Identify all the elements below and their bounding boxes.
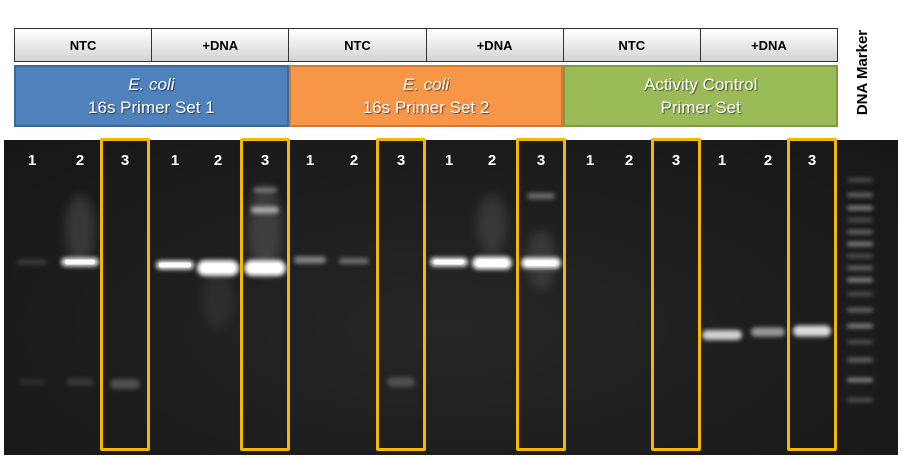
gel-band — [339, 258, 369, 264]
lane-number: 2 — [75, 152, 85, 169]
primer-set-2-name: 16s Primer Set 2 — [362, 98, 490, 117]
gel-band — [793, 325, 831, 337]
marker-band — [847, 242, 873, 246]
condition-ntc-2: NTC — [288, 28, 426, 62]
gel-band — [159, 262, 191, 268]
condition-ntc-1: NTC — [14, 28, 152, 62]
lane-number: 1 — [170, 152, 180, 169]
dna-marker-label: DNA Marker — [854, 29, 872, 115]
marker-band — [847, 254, 873, 258]
condition-ntc-3: NTC — [562, 28, 700, 62]
condition-header-row: NTC +DNA NTC +DNA NTC +DNA — [14, 28, 839, 62]
marker-band — [847, 324, 873, 328]
gel-band — [702, 330, 742, 340]
gel-band — [110, 379, 140, 389]
lane-number: 3 — [396, 152, 406, 169]
lane-number: 1 — [444, 152, 454, 169]
primer-set-row: E. coli 16s Primer Set 1 E. coli 16s Pri… — [14, 65, 839, 127]
gel-smear — [477, 195, 507, 255]
gel-band — [17, 259, 47, 265]
lane-number: 2 — [763, 152, 773, 169]
activity-control-line2: Primer Set — [660, 98, 741, 117]
gel-band — [434, 259, 464, 265]
lane-number: 1 — [305, 152, 315, 169]
condition-dna-2: +DNA — [425, 28, 563, 62]
primer-set-1-organism: E. coli — [128, 75, 175, 94]
gel-band — [387, 377, 415, 387]
marker-band — [847, 206, 873, 210]
marker-band — [847, 308, 873, 312]
gel-band — [294, 256, 326, 264]
lane-3-highlight-box — [376, 138, 426, 451]
lane-3-highlight-box — [100, 138, 150, 451]
gel-band — [751, 327, 785, 337]
lane-number: 3 — [536, 152, 546, 169]
gel-smear — [203, 270, 233, 330]
gel-band — [65, 259, 95, 265]
gel-smear — [65, 195, 95, 265]
marker-band — [847, 218, 873, 222]
gel-band — [67, 378, 93, 386]
marker-band — [847, 193, 873, 197]
marker-band — [847, 398, 873, 402]
lane-number: 3 — [671, 152, 681, 169]
marker-band — [847, 178, 873, 182]
lane-3-highlight-box — [240, 138, 290, 451]
lane-number: 2 — [487, 152, 497, 169]
lane-number: 2 — [349, 152, 359, 169]
activity-control-box: Activity Control Primer Set — [563, 65, 839, 127]
lane-number: 1 — [585, 152, 595, 169]
primer-set-1-name: 16s Primer Set 1 — [88, 98, 215, 117]
gel-image — [4, 140, 898, 455]
gel-band — [201, 263, 235, 273]
marker-band — [847, 378, 873, 382]
primer-set-1-box: E. coli 16s Primer Set 1 — [14, 65, 289, 127]
marker-band — [847, 340, 873, 344]
gel-band — [251, 206, 279, 214]
lane-3-highlight-box — [787, 138, 837, 451]
lane-3-highlight-box — [516, 138, 566, 451]
lane-number: 3 — [807, 152, 817, 169]
gel-band — [253, 187, 277, 193]
marker-band — [847, 278, 873, 282]
lane-number: 2 — [213, 152, 223, 169]
lane-number: 1 — [717, 152, 727, 169]
gel-band — [527, 193, 555, 199]
primer-set-2-box: E. coli 16s Primer Set 2 — [288, 65, 564, 127]
gel-band — [525, 260, 557, 266]
condition-dna-3: +DNA — [699, 28, 839, 62]
primer-set-2-organism: E. coli — [402, 75, 450, 94]
marker-band — [847, 358, 873, 362]
marker-band — [847, 230, 873, 234]
dna-marker-label-box: DNA Marker — [852, 18, 874, 126]
gel-bands — [17, 178, 873, 402]
lane-number: 1 — [27, 152, 37, 169]
lane-number: 2 — [624, 152, 634, 169]
lane-3-highlight-box — [651, 138, 701, 451]
condition-dna-1: +DNA — [151, 28, 289, 62]
gel-band — [476, 259, 508, 267]
activity-control-line1: Activity Control — [643, 75, 758, 94]
gel-band — [19, 379, 45, 385]
marker-band — [847, 266, 873, 270]
lane-number: 3 — [120, 152, 130, 169]
lane-number: 3 — [260, 152, 270, 169]
gel-band — [248, 263, 282, 273]
marker-band — [847, 292, 873, 296]
